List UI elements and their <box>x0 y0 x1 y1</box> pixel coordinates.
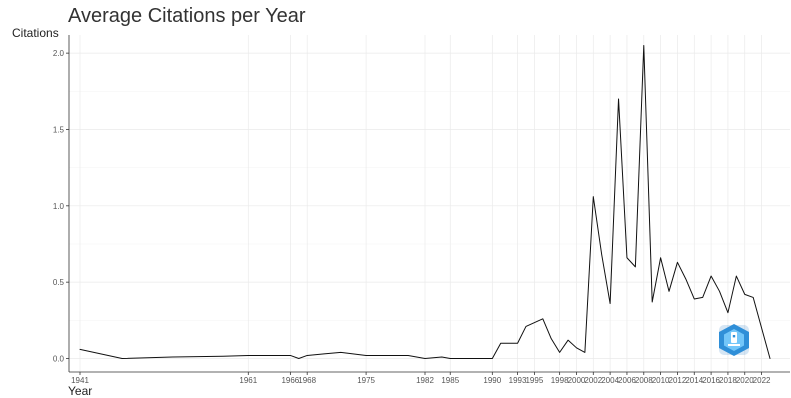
x-tick-label: 2012 <box>669 376 687 385</box>
grid-layer <box>69 35 790 372</box>
logo-tower <box>731 332 737 343</box>
series-line <box>79 45 771 359</box>
logo-icon <box>719 324 749 356</box>
y-axis-title: Citations <box>12 26 59 40</box>
y-tick-label: 0.0 <box>53 355 65 364</box>
x-tick-label: 2018 <box>719 376 737 385</box>
x-tick-label: 1995 <box>525 376 543 385</box>
x-tick-label: 2000 <box>568 376 586 385</box>
x-axis-title: Year <box>68 384 92 398</box>
x-tick-label: 2006 <box>618 376 636 385</box>
y-tick-label: 1.0 <box>53 202 65 211</box>
y-tick-label: 2.0 <box>53 49 65 58</box>
x-tick-label: 2008 <box>635 376 653 385</box>
x-tick-label: 1982 <box>416 376 434 385</box>
x-tick-label: 1961 <box>239 376 257 385</box>
x-tick-label: 1968 <box>298 376 316 385</box>
x-tick-label: 2010 <box>652 376 670 385</box>
x-tick-label: 1993 <box>509 376 527 385</box>
x-tick-label: 1998 <box>551 376 569 385</box>
tick-layer: 0.0 0.5 1.0 1.5 2.0 1941 1961 1966 1968 1975 1982 1… <box>53 49 771 385</box>
chart-title: Average Citations per Year <box>68 5 306 27</box>
series-layer <box>79 45 771 359</box>
x-tick-label: 2016 <box>702 376 720 385</box>
y-tick-label: 0.5 <box>53 278 65 287</box>
x-tick-label: 2020 <box>736 376 754 385</box>
x-tick-label: 1985 <box>441 376 459 385</box>
x-tick-label: 1941 <box>71 376 89 385</box>
x-tick-label: 2002 <box>584 376 602 385</box>
x-tick-label: 1990 <box>483 376 501 385</box>
logo-window <box>732 335 736 338</box>
x-tick-label: 1966 <box>281 376 299 385</box>
x-tick-label: 2004 <box>601 376 619 385</box>
logo-stand <box>728 344 740 346</box>
y-tick-label: 1.5 <box>53 125 65 134</box>
axis-layer <box>68 35 790 373</box>
x-tick-label: 2022 <box>753 376 771 385</box>
x-tick-label: 1975 <box>357 376 375 385</box>
x-tick-label: 2014 <box>685 376 703 385</box>
